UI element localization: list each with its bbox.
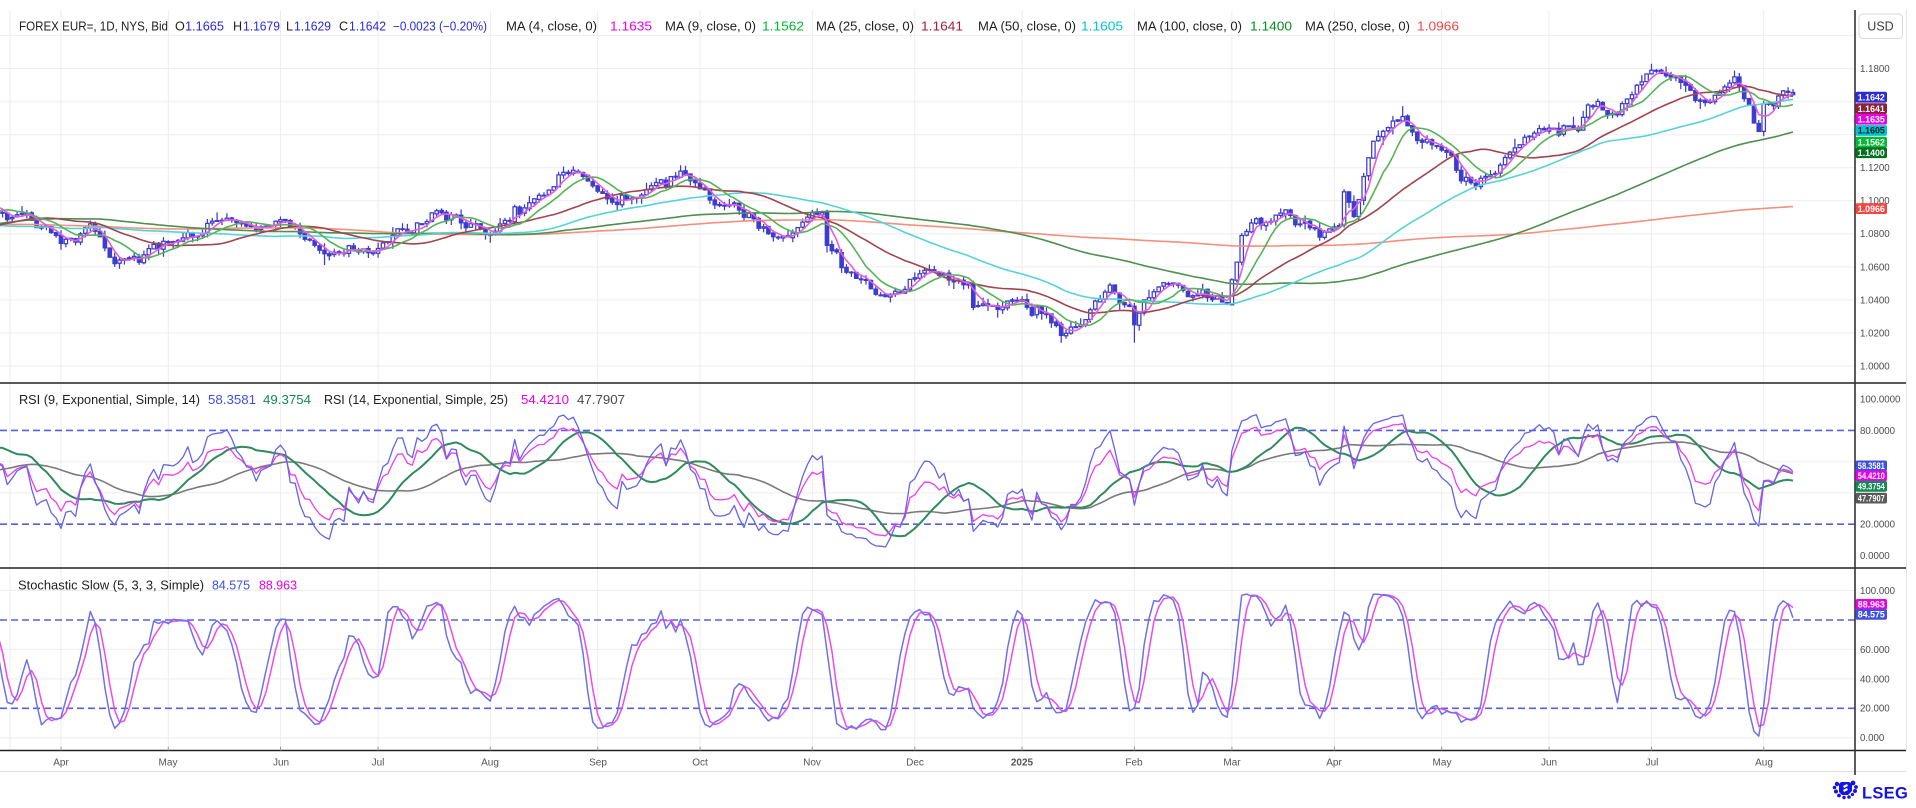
- svg-text:Aug: Aug: [1755, 758, 1773, 769]
- svg-text:0.000: 0.000: [1860, 733, 1885, 744]
- svg-text:88.963: 88.963: [1858, 600, 1885, 610]
- svg-text:1.1562: 1.1562: [762, 20, 804, 34]
- svg-text:0.0000: 0.0000: [1860, 551, 1890, 562]
- svg-text:Sep: Sep: [589, 758, 607, 769]
- svg-text:Apr: Apr: [1326, 758, 1342, 769]
- svg-text:Jun: Jun: [273, 758, 289, 769]
- svg-text:58.3581: 58.3581: [1858, 461, 1885, 471]
- svg-text:40.000: 40.000: [1860, 674, 1890, 685]
- svg-text:1.1562: 1.1562: [1858, 137, 1885, 147]
- svg-text:100.000: 100.000: [1860, 586, 1896, 597]
- svg-text:1.1635: 1.1635: [1858, 114, 1885, 124]
- svg-text:Jul: Jul: [1646, 758, 1659, 769]
- svg-text:1.1642: 1.1642: [349, 20, 386, 34]
- svg-text:LSEG: LSEG: [1862, 785, 1908, 803]
- svg-text:1.0966: 1.0966: [1858, 204, 1885, 214]
- svg-text:1.1000: 1.1000: [1860, 196, 1890, 207]
- svg-text:84.575: 84.575: [212, 579, 250, 593]
- svg-text:May: May: [159, 758, 178, 769]
- svg-text:88.963: 88.963: [259, 579, 297, 593]
- svg-text:1.1641: 1.1641: [921, 20, 963, 34]
- svg-text:1.0600: 1.0600: [1860, 262, 1890, 273]
- svg-text:1.1605: 1.1605: [1858, 126, 1885, 136]
- svg-text:84.575: 84.575: [1858, 610, 1885, 620]
- svg-text:1.1400: 1.1400: [1250, 20, 1292, 34]
- svg-text:FOREX EUR=, 1D, NYS, Bid: FOREX EUR=, 1D, NYS, Bid: [19, 20, 168, 34]
- svg-text:Jul: Jul: [372, 758, 385, 769]
- svg-text:L: L: [286, 20, 293, 34]
- svg-text:C: C: [339, 20, 348, 34]
- svg-text:MA (100, close, 0): MA (100, close, 0): [1137, 20, 1242, 34]
- svg-text:Mar: Mar: [1223, 758, 1241, 769]
- svg-text:RSI (9, Exponential, Simple, 1: RSI (9, Exponential, Simple, 14): [19, 393, 200, 407]
- svg-text:1.1635: 1.1635: [610, 20, 652, 34]
- svg-text:100.0000: 100.0000: [1860, 395, 1901, 406]
- svg-text:MA (50, close, 0): MA (50, close, 0): [978, 20, 1076, 34]
- svg-text:58.3581: 58.3581: [208, 393, 256, 407]
- svg-text:1.0966: 1.0966: [1417, 20, 1459, 34]
- svg-text:54.4210: 54.4210: [521, 393, 569, 407]
- svg-text:1.1605: 1.1605: [1081, 20, 1123, 34]
- svg-text:Oct: Oct: [692, 758, 708, 769]
- svg-text:1.0800: 1.0800: [1860, 229, 1890, 240]
- svg-text:49.3754: 49.3754: [1858, 482, 1885, 492]
- svg-text:1.1665: 1.1665: [185, 20, 224, 34]
- svg-text:1.0200: 1.0200: [1860, 328, 1890, 339]
- svg-text:Jun: Jun: [1541, 758, 1557, 769]
- svg-text:MA (25, close, 0): MA (25, close, 0): [816, 20, 914, 34]
- svg-text:1.1641: 1.1641: [1858, 104, 1885, 114]
- svg-text:47.7907: 47.7907: [1858, 493, 1885, 503]
- svg-text:Stochastic Slow (5, 3, 3, Simp: Stochastic Slow (5, 3, 3, Simple): [18, 579, 204, 593]
- svg-text:80.0000: 80.0000: [1860, 426, 1896, 437]
- svg-text:54.4210: 54.4210: [1858, 471, 1885, 481]
- svg-text:1.1200: 1.1200: [1860, 163, 1890, 174]
- svg-text:MA (4, close, 0): MA (4, close, 0): [506, 20, 597, 34]
- svg-text:Aug: Aug: [481, 758, 499, 769]
- svg-text:1.1679: 1.1679: [243, 20, 280, 34]
- svg-text:H: H: [233, 20, 242, 34]
- svg-text:−0.0023 (−0.20%): −0.0023 (−0.20%): [393, 20, 487, 34]
- svg-text:49.3754: 49.3754: [263, 393, 311, 407]
- svg-text:1.1629: 1.1629: [294, 20, 331, 34]
- svg-text:20.000: 20.000: [1860, 704, 1890, 715]
- svg-text:60.000: 60.000: [1860, 645, 1890, 656]
- svg-text:Apr: Apr: [53, 758, 69, 769]
- svg-text:Dec: Dec: [906, 758, 924, 769]
- svg-text:1.0400: 1.0400: [1860, 295, 1890, 306]
- svg-text:MA (9, close, 0): MA (9, close, 0): [665, 20, 756, 34]
- svg-text:O: O: [175, 20, 185, 34]
- svg-text:1.1400: 1.1400: [1858, 148, 1885, 158]
- svg-text:RSI (14, Exponential, Simple,: RSI (14, Exponential, Simple, 25): [324, 393, 508, 407]
- svg-text:Feb: Feb: [1125, 758, 1143, 769]
- svg-text:May: May: [1433, 758, 1452, 769]
- svg-text:1.0000: 1.0000: [1860, 361, 1890, 372]
- svg-text:2025: 2025: [1011, 758, 1034, 769]
- svg-text:1.1642: 1.1642: [1858, 92, 1885, 102]
- svg-text:MA (250, close, 0): MA (250, close, 0): [1305, 20, 1410, 34]
- svg-text:20.0000: 20.0000: [1860, 520, 1896, 531]
- svg-text:47.7907: 47.7907: [577, 393, 625, 407]
- svg-text:Nov: Nov: [803, 758, 821, 769]
- svg-text:1.1800: 1.1800: [1860, 64, 1890, 75]
- svg-text:USD: USD: [1867, 20, 1893, 34]
